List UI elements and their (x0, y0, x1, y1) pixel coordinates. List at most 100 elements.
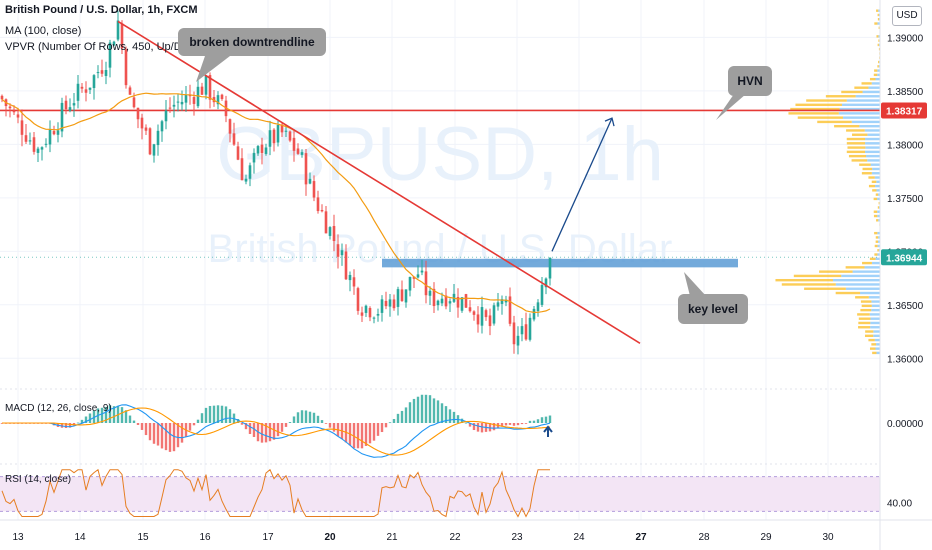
rsi-band (0, 476, 880, 512)
volume-bar-up (841, 274, 880, 278)
candle-body (264, 147, 268, 154)
candle-body (300, 152, 304, 155)
volume-bar-up (860, 291, 880, 295)
candle-body (420, 270, 424, 273)
symbol-title[interactable]: British Pound / U.S. Dollar, 1h, FXCM (5, 4, 198, 16)
macd-histogram-bar (284, 423, 288, 427)
volume-bar-down (825, 95, 856, 98)
candle-body (280, 124, 284, 133)
macd-histogram-bar (200, 413, 204, 423)
volume-bar-down (795, 103, 842, 107)
macd-histogram-bar (60, 423, 64, 428)
macd-histogram-bar (220, 405, 224, 423)
volume-bar-down (846, 142, 866, 145)
volume-bar-down (877, 65, 879, 68)
macd-histogram-bar (120, 407, 124, 423)
volume-bar-down (775, 278, 833, 282)
volume-bar-down (846, 150, 866, 154)
volume-bar-up (870, 321, 880, 325)
macd-histogram-bar (436, 400, 440, 423)
volume-bar-up (871, 172, 880, 175)
volume-bar-down (872, 351, 877, 355)
price-tick-label: 1.38500 (887, 87, 924, 98)
volume-bar-down (788, 112, 839, 115)
candle-body (132, 97, 136, 108)
candle-body (464, 294, 468, 308)
macd-histogram-bar (432, 398, 436, 423)
candle-body (36, 148, 40, 153)
macd-histogram-bar (548, 415, 552, 423)
volume-bar-up (875, 77, 880, 81)
time-tick-label: 29 (760, 532, 772, 543)
key-level-zone (382, 258, 738, 268)
macd-up-arrow (543, 425, 553, 437)
macd-histogram-bar (92, 410, 96, 423)
candle-body (192, 97, 196, 104)
volume-bar-down (874, 244, 878, 248)
projection-arrow-head (604, 117, 615, 127)
macd-histogram-bar (328, 423, 332, 428)
currency-button[interactable]: USD (892, 6, 922, 26)
candle-body (304, 153, 308, 185)
rsi-line (1, 468, 550, 518)
volume-bar-up (877, 244, 880, 248)
volume-bar-down (878, 201, 880, 205)
volume-bar-down (862, 261, 872, 265)
ma-indicator-label[interactable]: MA (100, close) (5, 25, 82, 37)
macd-title[interactable]: MACD (12, 26, close, 9) (5, 403, 112, 414)
candle-body (332, 226, 336, 242)
volume-bar-down (871, 343, 877, 346)
macd-histogram-bar (196, 419, 200, 423)
trendline-callout: broken downtrendline (178, 28, 326, 56)
candle-body (136, 107, 140, 120)
time-tick-label: 28 (698, 532, 710, 543)
price-pane: GBPUSD, 1h British Pound / U.S. Dollar (0, 0, 880, 520)
rsi-title[interactable]: RSI (14, close) (5, 474, 72, 485)
volume-bar-up (877, 253, 880, 256)
macd-histogram-bar (444, 406, 448, 423)
hvn-callout: HVN (728, 66, 772, 96)
candle-body (516, 335, 520, 346)
volume-bar-up (845, 287, 880, 290)
macd-histogram-bar (156, 423, 160, 446)
key-level-callout: key level (678, 294, 748, 324)
volume-bar-up (871, 261, 880, 265)
candle-body (428, 290, 432, 296)
macd-histogram-bar (244, 423, 248, 430)
candle-body (120, 23, 124, 49)
candle-body (388, 299, 392, 307)
macd-histogram-bar (492, 423, 496, 431)
candle-body (88, 87, 92, 90)
volume-bar-down (864, 334, 874, 338)
candle-body (108, 42, 112, 68)
candle-body (252, 152, 256, 163)
volume-bar-down (847, 146, 866, 149)
candle-body (308, 178, 312, 184)
volume-bar-down (797, 116, 843, 119)
candle-body (532, 308, 536, 320)
macd-histogram-bar (364, 423, 368, 446)
macd-histogram-bar (356, 423, 360, 449)
candle-body (492, 305, 496, 324)
macd-histogram-bar (164, 423, 168, 451)
candle-body (140, 117, 144, 129)
candle-body (544, 278, 548, 288)
candle-body (328, 227, 332, 236)
vpvr-indicator-label[interactable]: VPVR (Number Of Rows, 450, Up/Down, 70) (5, 41, 224, 53)
volume-bar-down (877, 13, 879, 17)
candle-body (188, 95, 192, 97)
volume-bar-up (876, 180, 880, 184)
candle-body (536, 302, 540, 312)
macd-histogram-bar (104, 406, 108, 423)
candle-body (68, 107, 72, 111)
candle-body (272, 129, 276, 144)
candle-body (244, 178, 248, 182)
volume-bar-down (848, 154, 867, 158)
macd-histogram-bar (296, 412, 300, 423)
macd-histogram-bar (384, 423, 388, 428)
volume-bar-up (877, 210, 880, 213)
macd-histogram-bar (388, 422, 392, 424)
candle-body (60, 102, 64, 132)
macd-histogram-bar (396, 413, 400, 423)
macd-histogram-bar (400, 410, 404, 423)
